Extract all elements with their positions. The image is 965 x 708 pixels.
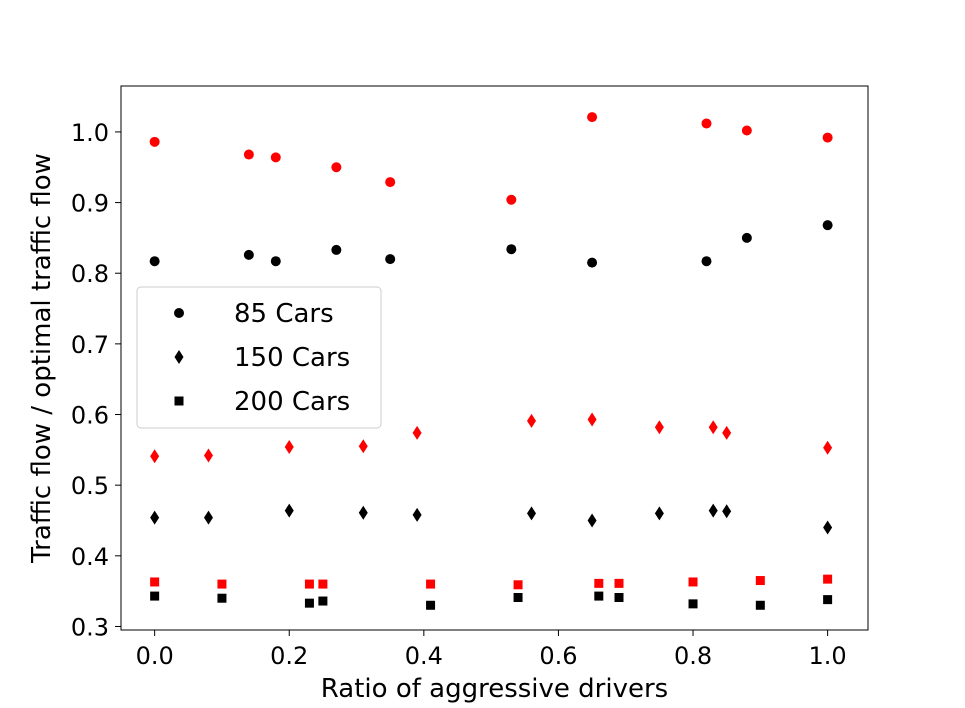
x-tick-label: 0.2 [270, 642, 308, 670]
data-points [149, 112, 833, 610]
data-point [755, 600, 765, 610]
data-point [708, 420, 718, 435]
data-point [217, 579, 227, 589]
data-point [243, 149, 254, 160]
data-point [822, 220, 833, 231]
data-point [741, 232, 752, 243]
x-tick-label: 0.4 [405, 642, 443, 670]
data-point [527, 506, 537, 521]
data-point [150, 591, 160, 601]
data-point [331, 244, 342, 255]
data-point [385, 177, 396, 188]
data-point [822, 132, 833, 143]
x-tick-label: 0.8 [674, 642, 712, 670]
data-point [304, 579, 314, 589]
data-point [150, 510, 160, 525]
y-tick-label: 0.8 [71, 260, 109, 288]
y-tick-label: 0.6 [71, 402, 109, 430]
legend-marker [174, 350, 184, 364]
data-point [284, 503, 294, 518]
data-point [654, 506, 664, 521]
data-point [304, 598, 314, 608]
data-point [654, 420, 664, 435]
data-point [385, 254, 396, 265]
data-point [150, 449, 160, 464]
y-tick-label: 0.3 [71, 613, 109, 641]
data-point [506, 194, 517, 205]
data-point [722, 425, 732, 440]
data-point [426, 600, 436, 610]
y-axis-label: Traffic flow / optimal traffic flow [27, 153, 57, 564]
data-point [270, 256, 281, 267]
y-tick-label: 0.4 [71, 543, 109, 571]
data-point [688, 577, 698, 587]
data-point [614, 578, 624, 588]
data-point [203, 510, 213, 525]
data-point [318, 596, 328, 606]
data-point [741, 125, 752, 136]
data-point [587, 112, 598, 123]
x-tick-label: 0.6 [539, 642, 577, 670]
y-tick-label: 0.9 [71, 190, 109, 218]
data-point [217, 593, 227, 603]
data-point [412, 507, 422, 522]
x-tick-label: 1.0 [809, 642, 847, 670]
data-point [203, 448, 213, 463]
data-point [688, 599, 698, 609]
data-point [412, 425, 422, 440]
data-point [823, 440, 833, 455]
y-tick-label: 0.7 [71, 331, 109, 359]
data-point [270, 152, 281, 163]
y-tick-label: 0.5 [71, 472, 109, 500]
data-point [722, 504, 732, 519]
data-point [318, 579, 328, 589]
data-point [506, 244, 517, 255]
data-point [150, 577, 160, 587]
data-point [358, 439, 368, 454]
data-point [701, 256, 712, 267]
data-point [755, 576, 765, 586]
x-tick-label: 0.0 [136, 642, 174, 670]
data-point [513, 593, 523, 603]
data-point [594, 591, 604, 601]
x-axis-label: Ratio of aggressive drivers [321, 674, 668, 704]
legend-marker [174, 396, 184, 406]
data-point [527, 413, 537, 428]
y-tick-label: 1.0 [71, 119, 109, 147]
legend-marker [174, 308, 184, 318]
data-point [331, 162, 342, 173]
data-point [426, 579, 436, 589]
data-point [823, 520, 833, 535]
legend-label: 200 Cars [234, 387, 350, 417]
data-point [284, 440, 294, 455]
data-point [701, 118, 712, 129]
data-point [708, 503, 718, 518]
y-axis: 0.3 0.4 0.5 0.6 0.7 0.8 0.9 1.0 [71, 119, 121, 641]
data-point [243, 249, 254, 260]
data-point [587, 412, 597, 427]
data-point [513, 580, 523, 590]
data-point [594, 578, 604, 588]
legend: 85 Cars 150 Cars 200 Cars [136, 286, 382, 429]
legend-label: 85 Cars [234, 299, 334, 329]
data-point [823, 595, 833, 605]
data-point [149, 256, 160, 267]
legend-label: 150 Cars [234, 343, 350, 373]
data-point [614, 593, 624, 603]
data-point [587, 257, 598, 268]
data-point [587, 513, 597, 528]
x-axis: 0.0 0.2 0.4 0.6 0.8 1.0 [136, 630, 847, 670]
data-point [149, 136, 160, 147]
legend-frame [136, 286, 382, 429]
data-point [358, 505, 368, 520]
data-point [823, 574, 833, 584]
